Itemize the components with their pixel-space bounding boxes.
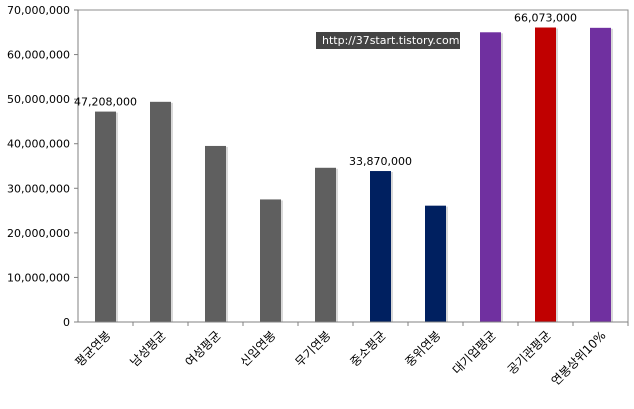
bar [535,27,556,322]
bar [95,111,116,323]
bar-series [95,27,613,323]
y-tick-label: 70,000,000 [7,4,70,17]
y-tick-label: 40,000,000 [7,138,70,151]
watermark-text: http://37start.tistory.com [322,34,459,47]
bar [370,171,391,322]
y-tick-label: 30,000,000 [7,182,70,195]
y-tick-label: 50,000,000 [7,93,70,106]
y-tick-label: 0 [63,316,70,329]
y-axis: 0 10,000,000 20,000,000 30,000,000 40,000,00… [7,4,79,329]
bar [480,32,501,323]
y-tick-label: 10,000,000 [7,271,70,284]
data-labels: 47,208,000 33,870,000 66,073,000 [74,12,577,169]
data-label: 47,208,000 [74,96,137,109]
bar [590,27,611,322]
data-label: 33,870,000 [349,155,412,168]
bar [315,167,336,322]
bar [150,101,171,323]
watermark-box [316,32,460,49]
data-label: 66,073,000 [514,12,577,25]
bar [425,205,446,322]
bar [205,145,226,322]
bar [260,199,281,322]
watermark: http://37start.tistory.com [316,32,460,49]
y-tick-label: 20,000,000 [7,227,70,240]
y-tick-label: 60,000,000 [7,49,70,62]
